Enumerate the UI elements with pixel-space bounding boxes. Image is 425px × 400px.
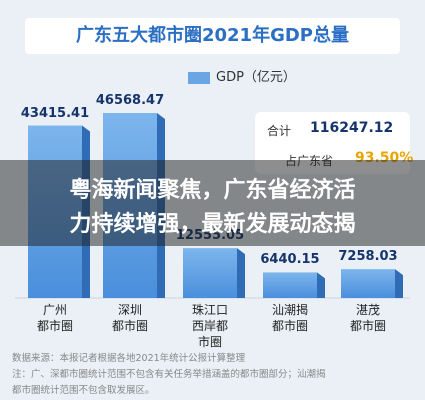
x-tick-label: 广州 都市圈 <box>36 303 73 333</box>
legend-swatch <box>188 71 210 84</box>
legend: GDP（亿元） <box>188 66 296 85</box>
x-tick-label: 湛茂 都市圈 <box>349 303 386 333</box>
note: 都市圈统计范围不包含取发展区。 <box>12 385 155 396</box>
value-label: 43415.41 <box>20 105 90 121</box>
x-tick-label: 汕潮揭 都市圈 <box>271 303 308 333</box>
note: 注：广、深都市圈统计范围不包含有关任务举措涵盖的都市圈部分；汕潮揭 <box>12 369 326 380</box>
total-value: 116247.12 <box>310 120 394 136</box>
value-label: 6440.15 <box>260 252 320 268</box>
bar-side <box>237 248 245 298</box>
title: 广东五大都市圈2021年GDP总量 <box>25 18 400 54</box>
legend-label: GDP（亿元） <box>216 70 296 85</box>
bar-side <box>395 269 403 298</box>
bar <box>183 248 237 298</box>
bar <box>263 272 317 298</box>
banner-line: 力持续增强，最新发展动态揭 <box>69 212 356 237</box>
x-tick-label: 深圳 都市圈 <box>111 303 148 333</box>
bar <box>341 269 395 298</box>
bar-side <box>317 272 325 298</box>
banner: 粤海新闻聚焦，广东省经济活 力持续增强，最新发展动态揭 <box>0 160 425 246</box>
banner-line: 粤海新闻聚焦，广东省经济活 <box>69 178 356 203</box>
note: 数据来源：本报记者根据各地2021年统计公报计算整理 <box>12 353 246 364</box>
value-label: 7258.03 <box>338 249 398 265</box>
x-tick-label: 珠江口 西岸都 市圈 <box>191 303 228 349</box>
total-label: 合计 <box>267 124 292 138</box>
value-label: 46568.47 <box>95 93 165 108</box>
